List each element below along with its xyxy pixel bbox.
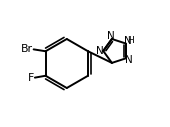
Text: H: H xyxy=(128,36,134,45)
Text: N: N xyxy=(107,31,115,41)
Text: N: N xyxy=(96,46,104,56)
Text: N: N xyxy=(124,36,131,46)
Text: N: N xyxy=(125,55,133,65)
Text: F: F xyxy=(28,73,35,83)
Text: Br: Br xyxy=(21,44,33,54)
